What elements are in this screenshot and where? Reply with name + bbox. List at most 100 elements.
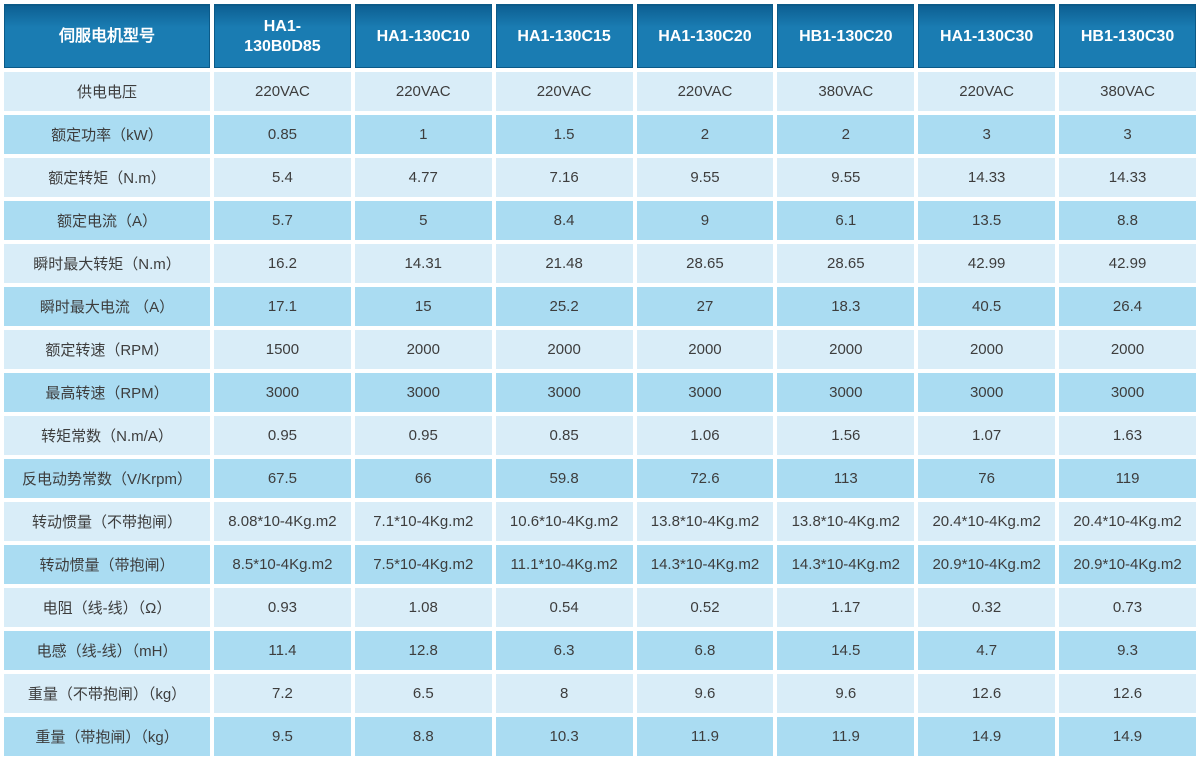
spec-value-cell: 0.93 (214, 588, 351, 627)
table-row: 电感（线-线）（mH） 11.4 12.8 6.3 6.8 14.5 4.7 9.3 (4, 631, 1196, 670)
spec-value-cell: 1.06 (636, 416, 774, 455)
spec-value-cell: 1.08 (354, 588, 492, 627)
table-row: 额定转矩（N.m） 5.4 4.77 7.16 9.55 9.55 14.33 14.33 (4, 158, 1196, 197)
row-label: 转动惯量（不带抱闸） (4, 502, 210, 541)
spec-value-cell: 0.85 (214, 115, 351, 154)
table-row: 瞬时最大电流 （A） 17.1 15 25.2 27 18.3 40.5 26.4 (4, 287, 1196, 326)
row-label: 瞬时最大电流 （A） (4, 287, 210, 326)
spec-value-cell: 14.31 (354, 244, 492, 283)
spec-value-cell: 14.3*10-4Kg.m2 (777, 545, 915, 584)
spec-value-cell: 26.4 (1059, 287, 1196, 326)
table-row: 反电动势常数（V/Krpm） 67.5 66 59.8 72.6 113 76 119 (4, 459, 1196, 498)
spec-value-cell: 113 (777, 459, 915, 498)
spec-value-cell: 220VAC (918, 72, 1056, 111)
table-row: 转动惯量（带抱闸） 8.5*10-4Kg.m2 7.5*10-4Kg.m2 11.1*… (4, 545, 1196, 584)
spec-value-cell: 20.4*10-4Kg.m2 (1059, 502, 1196, 541)
spec-value-cell: 2000 (918, 330, 1056, 369)
spec-value-cell: 20.9*10-4Kg.m2 (918, 545, 1056, 584)
table-row: 转矩常数（N.m/A） 0.95 0.95 0.85 1.06 1.56 1.07 1.63 (4, 416, 1196, 455)
spec-value-cell: 8.8 (1059, 201, 1196, 240)
spec-value-cell: 2000 (777, 330, 915, 369)
spec-value-cell: 1.17 (777, 588, 915, 627)
spec-value-cell: 0.95 (214, 416, 351, 455)
row-label: 电阻（线-线）（Ω） (4, 588, 210, 627)
spec-value-cell: 9.6 (636, 674, 774, 713)
spec-value-cell: 14.9 (918, 717, 1056, 756)
table-title-header: 伺服电机型号 (4, 4, 210, 68)
table-row: 最高转速（RPM） 3000 3000 3000 3000 3000 3000 3000 (4, 373, 1196, 412)
spec-value-cell: 5.4 (214, 158, 351, 197)
spec-value-cell: 5 (354, 201, 492, 240)
spec-value-cell: 67.5 (214, 459, 351, 498)
spec-value-cell: 4.77 (354, 158, 492, 197)
row-label: 重量（不带抱闸）（kg） (4, 674, 210, 713)
table-row: 转动惯量（不带抱闸） 8.08*10-4Kg.m2 7.1*10-4Kg.m2 10.… (4, 502, 1196, 541)
row-label: 瞬时最大转矩（N.m） (4, 244, 210, 283)
spec-value-cell: 119 (1059, 459, 1196, 498)
spec-value-cell: 2000 (636, 330, 774, 369)
spec-value-cell: 1.5 (495, 115, 633, 154)
spec-value-cell: 13.8*10-4Kg.m2 (777, 502, 915, 541)
spec-value-cell: 66 (354, 459, 492, 498)
row-label: 额定功率（kW） (4, 115, 210, 154)
spec-table-header: 伺服电机型号 HA1-130B0D85 HA1-130C10 HA1-130C15 HA… (4, 4, 1196, 68)
spec-value-cell: 3 (1059, 115, 1196, 154)
row-label: 额定转矩（N.m） (4, 158, 210, 197)
spec-value-cell: 7.5*10-4Kg.m2 (354, 545, 492, 584)
spec-value-cell: 40.5 (918, 287, 1056, 326)
table-row: 重量（不带抱闸）（kg） 7.2 6.5 8 9.6 9.6 12.6 12.6 (4, 674, 1196, 713)
spec-value-cell: 25.2 (495, 287, 633, 326)
spec-value-cell: 18.3 (777, 287, 915, 326)
spec-value-cell: 1.63 (1059, 416, 1196, 455)
spec-value-cell: 1.56 (777, 416, 915, 455)
table-row: 供电电压 220VAC 220VAC 220VAC 220VAC 380VAC 220VAC… (4, 72, 1196, 111)
spec-value-cell: 9.6 (777, 674, 915, 713)
spec-value-cell: 14.9 (1059, 717, 1196, 756)
table-row: 额定电流（A） 5.7 5 8.4 9 6.1 13.5 8.8 (4, 201, 1196, 240)
row-label: 额定转速（RPM） (4, 330, 210, 369)
spec-value-cell: 11.4 (214, 631, 351, 670)
spec-value-cell: 380VAC (1059, 72, 1196, 111)
spec-value-cell: 220VAC (636, 72, 774, 111)
spec-value-cell: 2000 (1059, 330, 1196, 369)
spec-value-cell: 14.5 (777, 631, 915, 670)
header-row: 伺服电机型号 HA1-130B0D85 HA1-130C10 HA1-130C15 HA… (4, 4, 1196, 68)
row-label: 最高转速（RPM） (4, 373, 210, 412)
spec-value-cell: 2 (777, 115, 915, 154)
spec-value-cell: 28.65 (636, 244, 774, 283)
column-header-model: HB1-130C30 (1059, 4, 1196, 68)
spec-value-cell: 6.5 (354, 674, 492, 713)
table-row: 瞬时最大转矩（N.m） 16.2 14.31 21.48 28.65 28.65 42.99… (4, 244, 1196, 283)
spec-value-cell: 3000 (777, 373, 915, 412)
row-label: 转矩常数（N.m/A） (4, 416, 210, 455)
spec-value-cell: 0.85 (495, 416, 633, 455)
spec-value-cell: 3000 (918, 373, 1056, 412)
spec-value-cell: 8.4 (495, 201, 633, 240)
spec-value-cell: 1.07 (918, 416, 1056, 455)
column-header-model: HA1-130C30 (918, 4, 1056, 68)
table-row: 重量（带抱闸）（kg） 9.5 8.8 10.3 11.9 11.9 14.9 14.9 (4, 717, 1196, 756)
spec-value-cell: 3000 (1059, 373, 1196, 412)
spec-value-cell: 0.95 (354, 416, 492, 455)
spec-value-cell: 15 (354, 287, 492, 326)
spec-value-cell: 10.3 (495, 717, 633, 756)
spec-value-cell: 20.4*10-4Kg.m2 (918, 502, 1056, 541)
spec-value-cell: 380VAC (777, 72, 915, 111)
spec-value-cell: 9.5 (214, 717, 351, 756)
spec-value-cell: 2000 (354, 330, 492, 369)
spec-value-cell: 9.3 (1059, 631, 1196, 670)
spec-value-cell: 0.32 (918, 588, 1056, 627)
spec-value-cell: 11.1*10-4Kg.m2 (495, 545, 633, 584)
spec-value-cell: 20.9*10-4Kg.m2 (1059, 545, 1196, 584)
spec-value-cell: 5.7 (214, 201, 351, 240)
spec-value-cell: 76 (918, 459, 1056, 498)
spec-value-cell: 7.16 (495, 158, 633, 197)
spec-value-cell: 16.2 (214, 244, 351, 283)
spec-value-cell: 3000 (214, 373, 351, 412)
spec-value-cell: 0.73 (1059, 588, 1196, 627)
spec-value-cell: 220VAC (214, 72, 351, 111)
spec-value-cell: 1 (354, 115, 492, 154)
spec-value-cell: 9.55 (777, 158, 915, 197)
spec-value-cell: 3000 (495, 373, 633, 412)
